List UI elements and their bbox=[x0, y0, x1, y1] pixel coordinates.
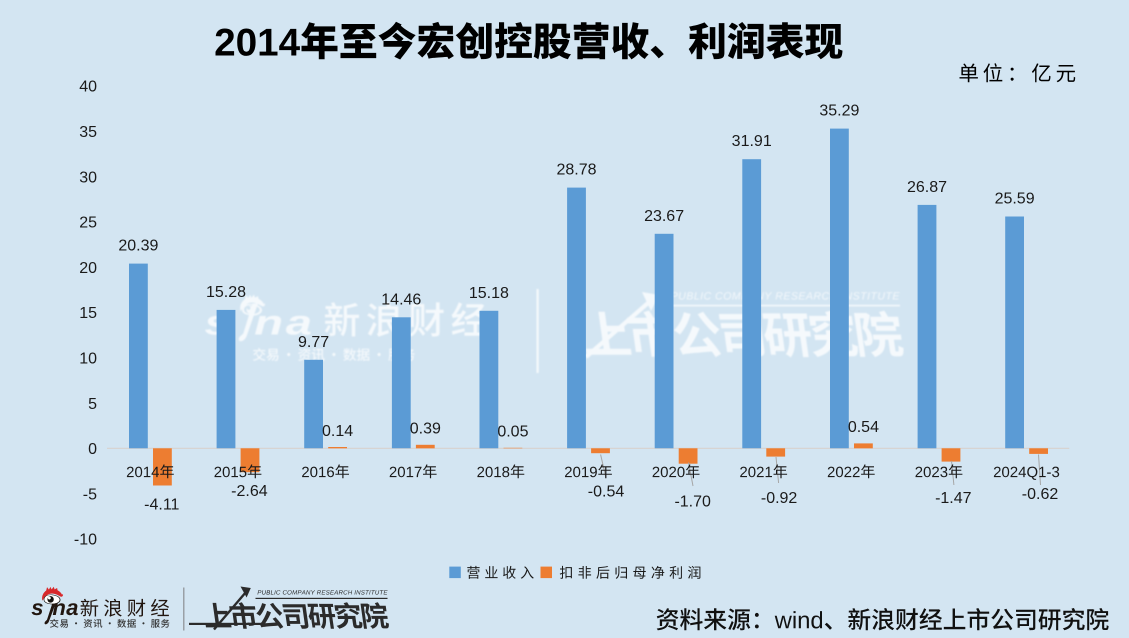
svg-text:0.39: 0.39 bbox=[410, 421, 441, 438]
svg-text:-0.62: -0.62 bbox=[1022, 486, 1059, 503]
svg-text:-0.92: -0.92 bbox=[761, 490, 798, 507]
svg-text:35: 35 bbox=[79, 124, 97, 141]
svg-text:25.59: 25.59 bbox=[995, 191, 1035, 208]
svg-text:15.18: 15.18 bbox=[469, 285, 509, 302]
svg-text:0.14: 0.14 bbox=[322, 423, 353, 440]
svg-text:14.46: 14.46 bbox=[381, 291, 421, 308]
svg-text:0.05: 0.05 bbox=[497, 424, 528, 441]
svg-text:15.28: 15.28 bbox=[206, 284, 246, 301]
svg-text:-1.47: -1.47 bbox=[935, 490, 972, 507]
svg-text:20.39: 20.39 bbox=[118, 238, 158, 255]
svg-text:-10: -10 bbox=[74, 532, 97, 549]
svg-text:-2.64: -2.64 bbox=[231, 483, 268, 500]
svg-text:26.87: 26.87 bbox=[907, 179, 947, 196]
svg-text:5: 5 bbox=[88, 396, 97, 413]
svg-text:28.78: 28.78 bbox=[556, 162, 596, 179]
svg-text:-0.54: -0.54 bbox=[588, 484, 625, 501]
svg-text:10: 10 bbox=[79, 351, 97, 368]
svg-text:-4.11: -4.11 bbox=[144, 497, 179, 514]
svg-text:40: 40 bbox=[79, 79, 97, 96]
svg-text:35.29: 35.29 bbox=[819, 103, 859, 120]
svg-text:23.67: 23.67 bbox=[644, 208, 684, 225]
svg-text:15: 15 bbox=[79, 305, 97, 322]
svg-text:30: 30 bbox=[79, 169, 97, 186]
svg-text:9.77: 9.77 bbox=[298, 334, 329, 351]
svg-text:20: 20 bbox=[79, 260, 97, 277]
svg-text:25: 25 bbox=[79, 215, 97, 232]
svg-text:-5: -5 bbox=[83, 486, 97, 503]
svg-text:-1.70: -1.70 bbox=[674, 493, 711, 510]
svg-text:0: 0 bbox=[88, 441, 97, 458]
svg-text:0.54: 0.54 bbox=[848, 419, 879, 436]
svg-text:31.91: 31.91 bbox=[732, 133, 772, 150]
